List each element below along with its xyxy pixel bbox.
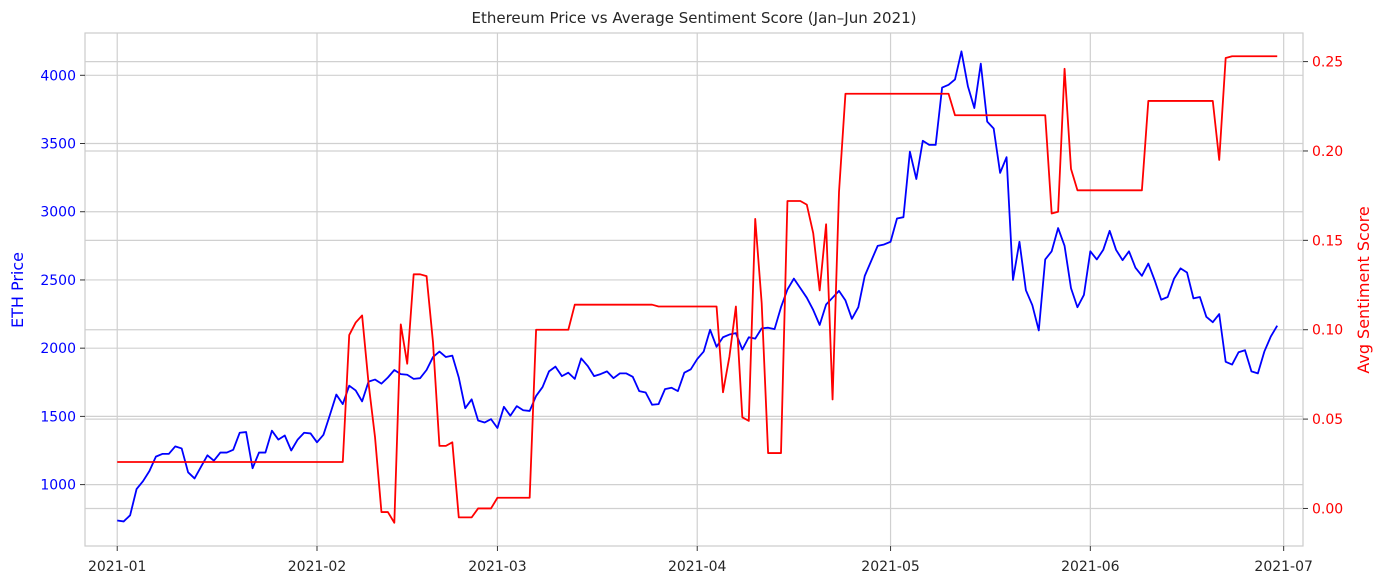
left-tick-label: 1500	[40, 409, 76, 425]
left-tick-label: 2000	[40, 341, 76, 357]
x-tick-label: 2021-07	[1254, 559, 1313, 575]
right-tick-label: 0.25	[1312, 55, 1343, 71]
x-tick-label: 2021-05	[861, 559, 920, 575]
x-tick-label: 2021-06	[1061, 559, 1120, 575]
left-tick-label: 3000	[40, 205, 76, 221]
left-tick-label: 1000	[40, 478, 76, 494]
right-axis-ticks: 0.00 0.05 0.10 0.15 0.20 0.25	[1303, 55, 1343, 517]
x-tick-label: 2021-04	[668, 559, 727, 575]
left-axis-label: ETH Price	[8, 252, 27, 328]
x-axis-ticks: 2021-01 2021-02 2021-03 2021-04 2021-05 2021-…	[88, 546, 1313, 575]
left-axis-ticks: 1000 1500 2000 2500 3000 3500 4000	[40, 68, 85, 494]
right-tick-label: 0.20	[1312, 144, 1343, 160]
left-tick-label: 2500	[40, 273, 76, 289]
right-axis-label: Avg Sentiment Score	[1354, 206, 1373, 373]
chart-title: Ethereum Price vs Average Sentiment Scor…	[471, 9, 916, 27]
x-tick-label: 2021-03	[468, 559, 527, 575]
x-tick-label: 2021-02	[288, 559, 347, 575]
left-tick-label: 3500	[40, 137, 76, 153]
right-tick-label: 0.05	[1312, 412, 1343, 428]
left-tick-label: 4000	[40, 68, 76, 84]
right-tick-label: 0.15	[1312, 233, 1343, 249]
right-tick-label: 0.10	[1312, 323, 1343, 339]
eth-price-line	[117, 50, 1278, 523]
grid-lines	[85, 33, 1303, 546]
plot-frame	[84, 32, 1304, 547]
series-layer	[117, 50, 1278, 524]
x-tick-label: 2021-01	[88, 559, 147, 575]
sentiment-score-line	[117, 55, 1278, 524]
right-tick-label: 0.00	[1312, 501, 1343, 517]
